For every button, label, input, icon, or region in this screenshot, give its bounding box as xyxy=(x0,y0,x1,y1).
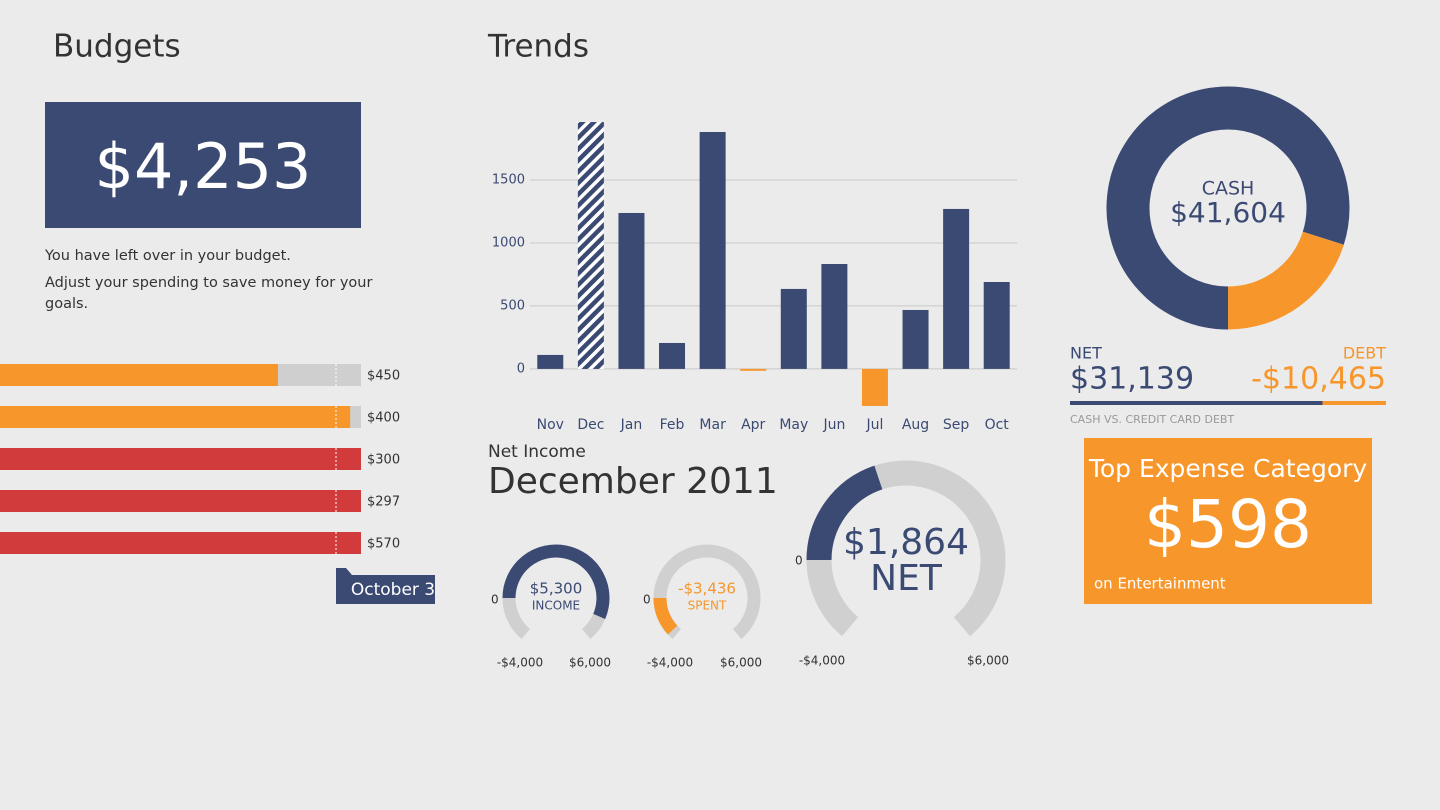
budget-box xyxy=(45,102,361,228)
y-tick-label: 0 xyxy=(517,361,525,376)
gauge-value xyxy=(653,597,678,635)
bar xyxy=(821,263,848,369)
section-title: Budgets xyxy=(53,29,181,65)
bar xyxy=(577,122,604,369)
top-expense-title: Top Expense Category xyxy=(1088,454,1368,483)
section-title: Trends xyxy=(487,29,589,65)
budget-amount: $4,253 xyxy=(95,130,312,203)
net-value: $31,139 xyxy=(1070,362,1194,397)
budget-spent xyxy=(0,532,361,554)
gauge-zero: 0 xyxy=(795,554,803,568)
gauge-value-label: -$3,436 xyxy=(678,580,736,598)
budget-message: You have left over in your budget. xyxy=(45,248,291,264)
cash-value: $41,604 xyxy=(1170,196,1286,229)
date-marker: October 3 xyxy=(351,580,435,600)
y-tick-label: 500 xyxy=(500,298,525,313)
gauge-max: $6,000 xyxy=(720,656,762,670)
x-tick-label: Dec xyxy=(577,417,604,433)
x-tick-label: Nov xyxy=(537,417,564,433)
gauge-min: -$4,000 xyxy=(497,656,543,670)
debt-arc xyxy=(1227,231,1344,330)
budget-label: $570 xyxy=(367,537,400,552)
gauge-track xyxy=(806,460,1006,637)
bar xyxy=(861,368,888,406)
gauge-value-label: $1,864 xyxy=(843,522,969,563)
x-tick-label: Aug xyxy=(902,417,929,433)
x-tick-label: Jun xyxy=(822,417,845,433)
cash-name: CASH xyxy=(1202,178,1255,200)
bar xyxy=(618,212,645,369)
gauge-max: $6,000 xyxy=(569,656,611,670)
gauge-name: NET xyxy=(870,558,943,599)
cash-bar xyxy=(1070,401,1323,405)
x-tick-label: May xyxy=(779,417,808,433)
x-tick-label: Oct xyxy=(985,417,1010,433)
debt-bar xyxy=(1322,401,1386,405)
budget-advice: Adjust your spending to save money for y… xyxy=(45,275,373,312)
gauge-value xyxy=(806,465,883,561)
gauge-max: $6,000 xyxy=(967,654,1009,668)
y-tick-label: 1000 xyxy=(492,235,525,250)
bar xyxy=(537,354,564,369)
top-expense-box xyxy=(1084,438,1372,604)
debt-value: -$10,465 xyxy=(1251,362,1386,397)
top-expense-amount: $598 xyxy=(1144,486,1312,563)
bar xyxy=(740,368,767,371)
bar xyxy=(659,342,686,369)
bar xyxy=(699,131,726,369)
debt-name: DEBT xyxy=(1343,344,1386,363)
gauge-zero: 0 xyxy=(491,593,499,607)
budget-label: $297 xyxy=(367,495,400,510)
gauge-min: -$4,000 xyxy=(647,656,693,670)
cash-arc xyxy=(1106,86,1350,330)
budget-label: $450 xyxy=(367,369,400,384)
x-tick-label: Jan xyxy=(620,417,643,433)
net-name: NET xyxy=(1070,344,1102,363)
budget-label: $400 xyxy=(367,411,400,426)
x-tick-label: Apr xyxy=(741,417,765,433)
gauge-name: SPENT xyxy=(688,599,727,613)
x-tick-label: Sep xyxy=(943,417,970,433)
gauge-value-label: $5,300 xyxy=(530,580,583,598)
bar xyxy=(943,208,970,369)
net-income-period: December 2011 xyxy=(488,461,778,502)
gauge-value xyxy=(502,544,610,620)
x-tick-label: Feb xyxy=(660,417,685,433)
x-tick-label: Mar xyxy=(699,417,726,433)
budget-label: $300 xyxy=(367,453,400,468)
bar xyxy=(983,282,1010,369)
budget-spent xyxy=(0,406,351,428)
bar xyxy=(902,309,929,369)
x-tick-label: Jul xyxy=(866,417,884,433)
bar xyxy=(780,288,807,369)
budget-spent xyxy=(0,490,361,512)
budget-spent xyxy=(0,364,278,386)
budget-spent xyxy=(0,448,361,470)
date-marker-tag xyxy=(336,568,435,604)
gauge-name: INCOME xyxy=(532,599,580,613)
y-tick-label: 1500 xyxy=(492,172,525,187)
gauge-zero: 0 xyxy=(643,593,651,607)
net-income-title: Net Income xyxy=(488,442,586,462)
accounts-caption: CASH VS. CREDIT CARD DEBT xyxy=(1070,413,1234,426)
gauge-min: -$4,000 xyxy=(799,654,845,668)
top-expense-category: on Entertainment xyxy=(1094,575,1226,593)
